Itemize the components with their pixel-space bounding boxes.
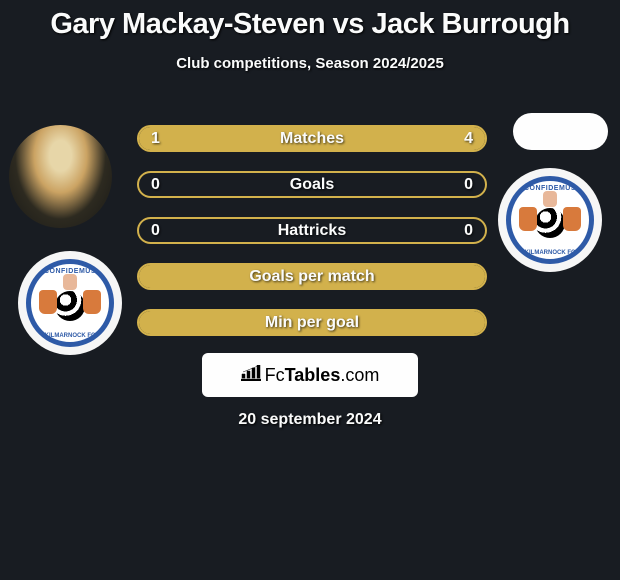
stat-value-right: 4 bbox=[464, 130, 473, 148]
stat-label: Goals per match bbox=[139, 268, 485, 286]
stat-label: Matches bbox=[139, 130, 485, 148]
subtitle: Club competitions, Season 2024/2025 bbox=[0, 55, 620, 72]
stat-value-left: 0 bbox=[151, 176, 160, 194]
stat-row: Goals0 0 bbox=[137, 171, 487, 198]
club-crest-left: CONFIDEMUS KILMARNOCK FC bbox=[18, 251, 122, 355]
stat-value-right: 0 bbox=[464, 176, 473, 194]
stat-row: Matches1 4 bbox=[137, 125, 487, 152]
page-title: Gary Mackay-Steven vs Jack Burrough bbox=[0, 0, 620, 41]
player-left-avatar bbox=[9, 125, 112, 228]
brand-badge: FcTables.com bbox=[202, 353, 418, 397]
stat-row: Hattricks0 0 bbox=[137, 217, 487, 244]
stats-container: Matches14Goals00Hattricks00Goals per mat… bbox=[137, 125, 487, 355]
chart-icon bbox=[241, 365, 261, 386]
stat-row: Min per goal bbox=[137, 309, 487, 336]
stat-label: Hattricks bbox=[139, 222, 485, 240]
crest-text-bottom: KILMARNOCK FC bbox=[45, 333, 96, 339]
stat-row: Goals per match bbox=[137, 263, 487, 290]
player-right-avatar bbox=[513, 113, 608, 150]
stat-value-left: 1 bbox=[151, 130, 160, 148]
date-text: 20 september 2024 bbox=[0, 411, 620, 429]
stat-value-right: 0 bbox=[464, 222, 473, 240]
brand-text: FcTables.com bbox=[265, 365, 380, 386]
crest-text-bottom: KILMARNOCK FC bbox=[525, 250, 576, 256]
stat-value-left: 0 bbox=[151, 222, 160, 240]
stat-label: Min per goal bbox=[139, 314, 485, 332]
stat-label: Goals bbox=[139, 176, 485, 194]
club-crest-right: CONFIDEMUS KILMARNOCK FC bbox=[498, 168, 602, 272]
